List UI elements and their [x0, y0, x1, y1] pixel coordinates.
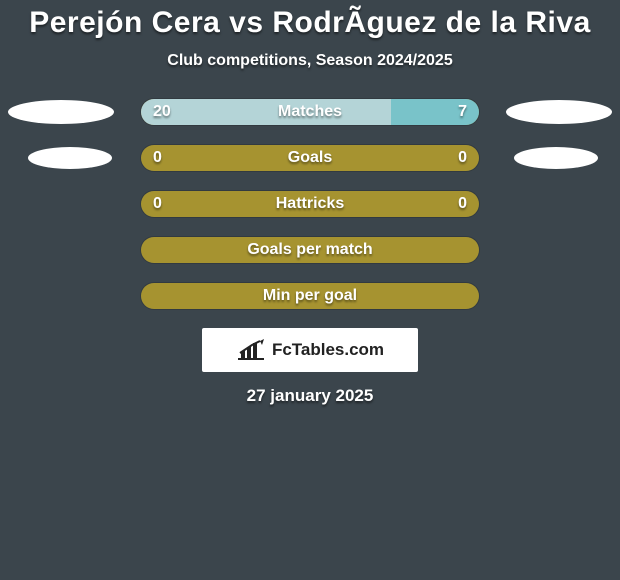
stat-value-left: 0 [153, 191, 162, 217]
bar-fill-left [141, 99, 391, 125]
stat-value-right: 7 [458, 99, 467, 125]
stat-row-goals: 0 Goals 0 [0, 144, 620, 172]
comparison-card: Perejón Cera vs RodrÃ­guez de la Riva Cl… [0, 0, 620, 580]
stat-bar: 20 Matches 7 [140, 98, 480, 126]
player-right-ellipse [506, 100, 612, 124]
bar-chart-icon [236, 339, 266, 361]
bar-base [141, 145, 479, 171]
page-title: Perejón Cera vs RodrÃ­guez de la Riva [0, 0, 620, 40]
stat-row-min-per-goal: Min per goal [0, 282, 620, 310]
stat-value-left: 0 [153, 145, 162, 171]
stat-bar: Goals per match [140, 236, 480, 264]
stat-bar: 0 Hattricks 0 [140, 190, 480, 218]
stat-row-matches: 20 Matches 7 [0, 98, 620, 126]
stat-value-right: 0 [458, 191, 467, 217]
bar-base [141, 237, 479, 263]
player-right-ellipse [514, 147, 598, 169]
stat-rows: 20 Matches 7 0 Goals 0 [0, 98, 620, 310]
bar-base [141, 191, 479, 217]
stat-bar: Min per goal [140, 282, 480, 310]
stat-bar: 0 Goals 0 [140, 144, 480, 172]
stat-value-left: 20 [153, 99, 171, 125]
stat-row-hattricks: 0 Hattricks 0 [0, 190, 620, 218]
stat-row-goals-per-match: Goals per match [0, 236, 620, 264]
date-text: 27 january 2025 [0, 386, 620, 406]
logo-text: FcTables.com [272, 340, 384, 360]
player-left-ellipse [28, 147, 112, 169]
stat-value-right: 0 [458, 145, 467, 171]
subtitle: Club competitions, Season 2024/2025 [0, 52, 620, 70]
bar-base [141, 283, 479, 309]
fctables-logo: FcTables.com [202, 328, 418, 372]
player-left-ellipse [8, 100, 114, 124]
